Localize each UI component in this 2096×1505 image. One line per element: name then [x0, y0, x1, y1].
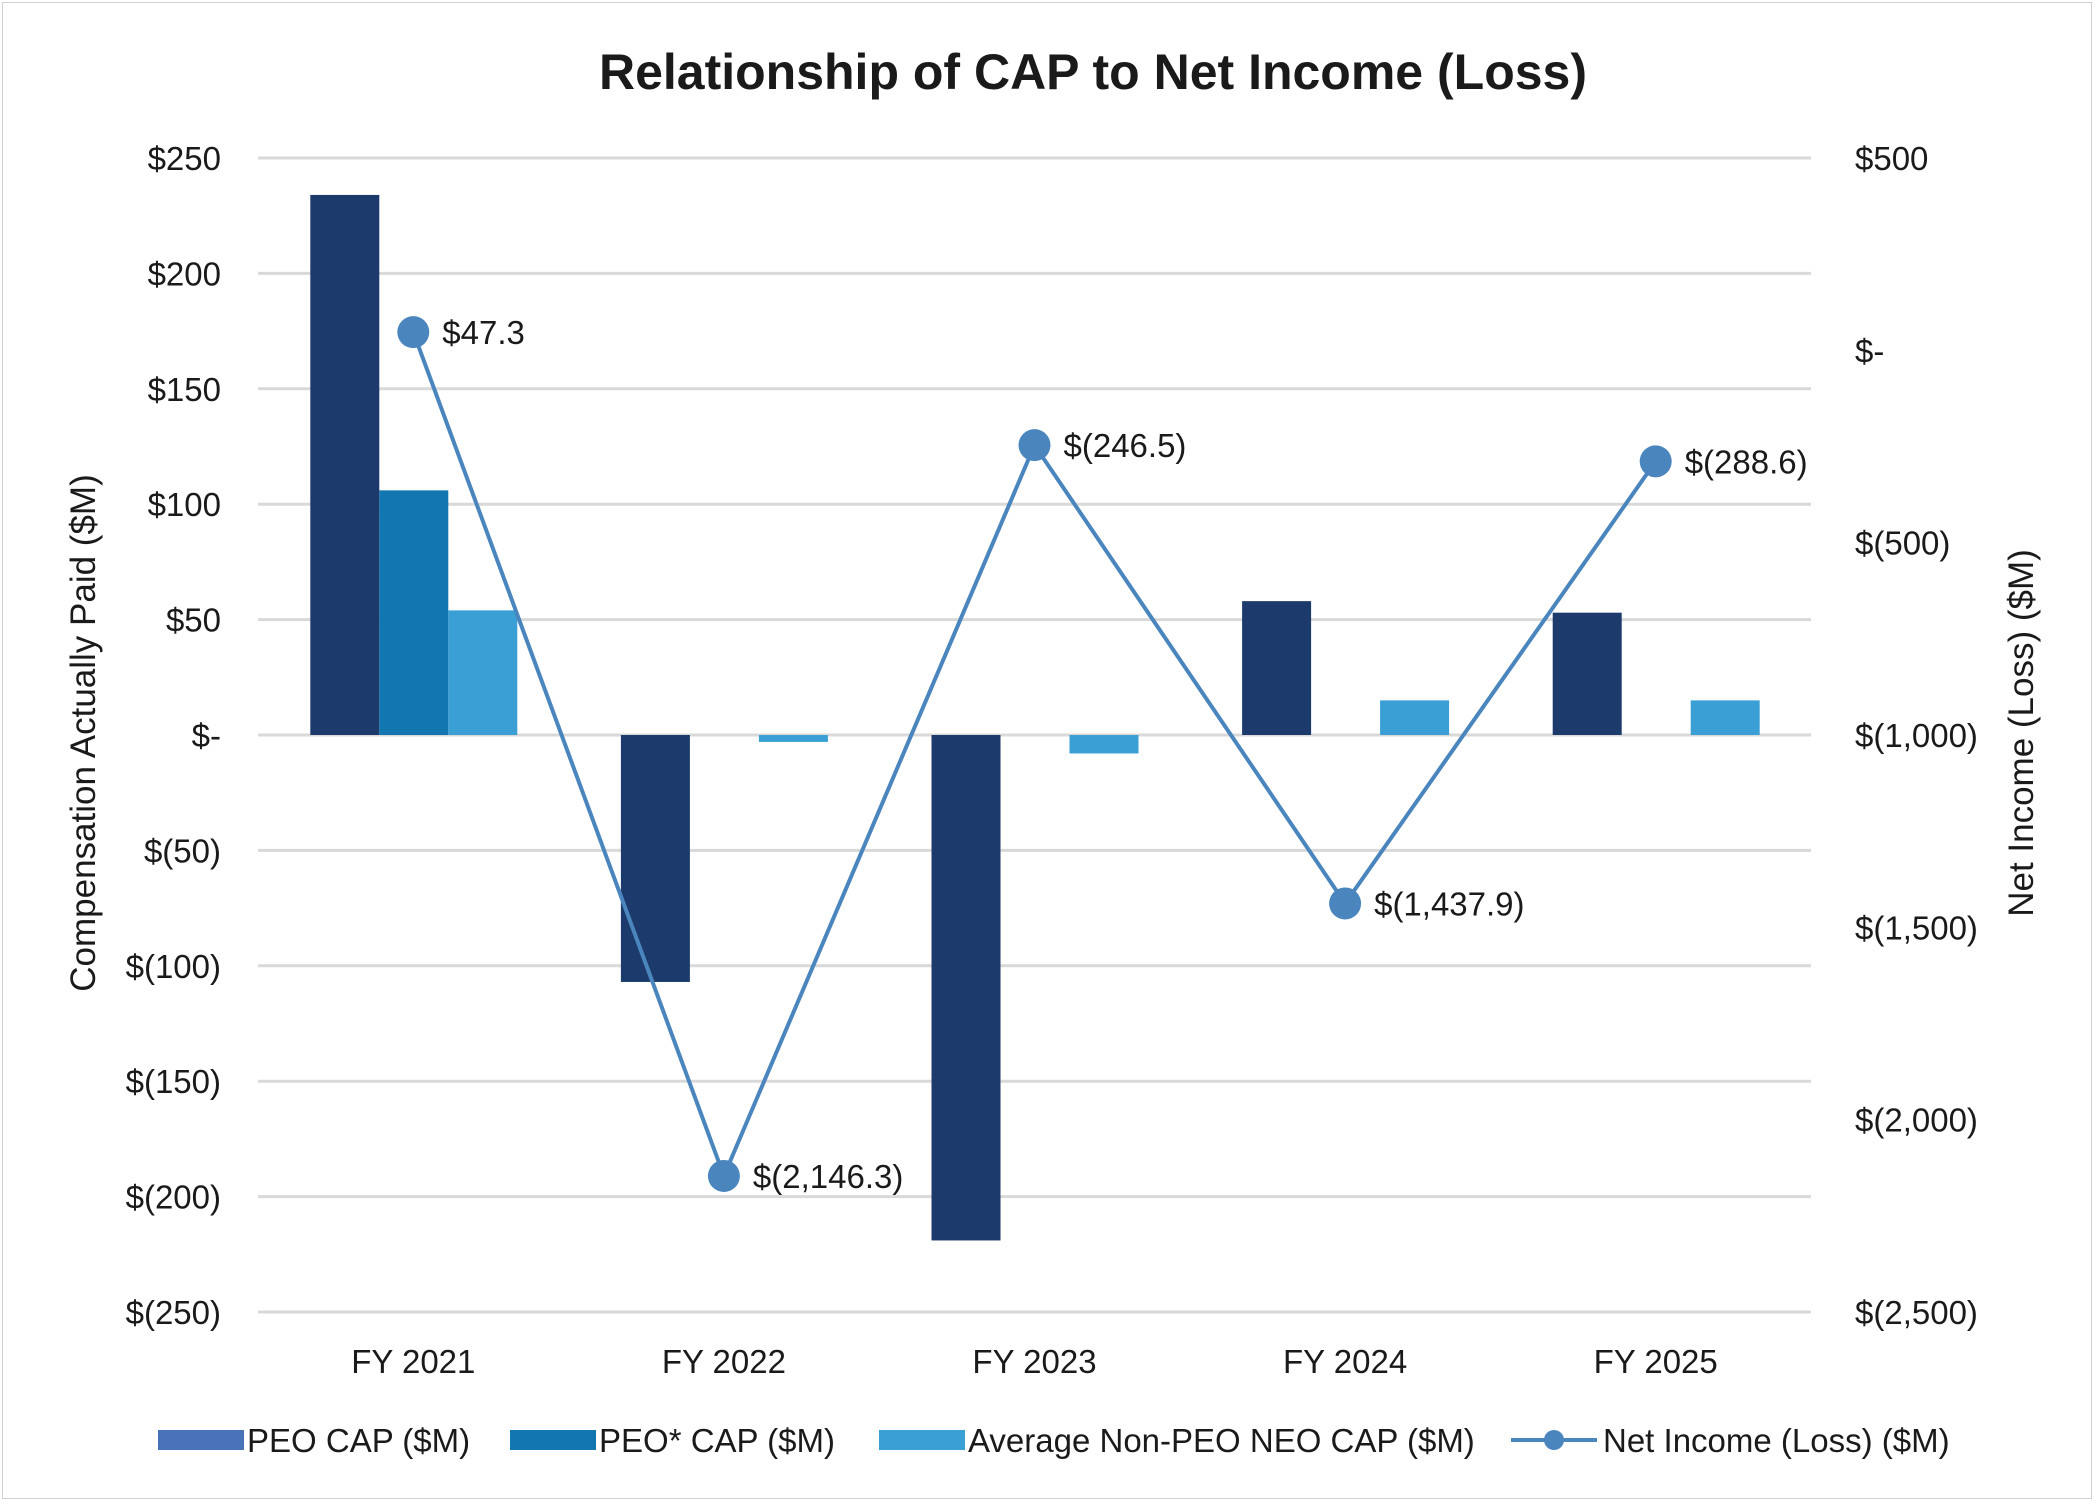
legend-swatch	[158, 1430, 244, 1450]
legend-label: Net Income (Loss) ($M)	[1603, 1422, 1950, 1459]
net-income-data-label: $(288.6)	[1685, 443, 1808, 480]
net-income-data-label: $(246.5)	[1064, 427, 1187, 464]
right-axis-tick-label: $(500)	[1855, 525, 1950, 562]
bars	[310, 194, 1760, 1241]
bar	[379, 490, 449, 735]
net-income-marker	[1329, 887, 1362, 920]
bar	[1552, 612, 1622, 735]
net-income-marker	[397, 316, 430, 349]
category-label: FY 2025	[1594, 1343, 1718, 1380]
legend-swatch	[879, 1430, 965, 1450]
right-axis-title: Net Income (Loss) ($M)	[2002, 549, 2041, 917]
category-axis-ticks: FY 2021 FY 2022 FY 2023 FY 2024 FY 2025	[351, 1343, 1718, 1380]
legend-label: Average Non-PEO NEO CAP ($M)	[968, 1422, 1475, 1459]
net-income-marker	[707, 1159, 740, 1192]
net-income-data-label: $(2,146.3)	[753, 1158, 903, 1195]
bar	[448, 610, 518, 735]
bar	[310, 194, 380, 736]
legend-label: PEO* CAP ($M)	[599, 1422, 835, 1459]
left-axis-tick-label: $(150)	[126, 1063, 221, 1100]
left-axis-ticks: $250 $200 $150 $100 $50 $- $(50) $(100) $(150) $(…	[126, 140, 221, 1331]
right-axis-tick-label: $500	[1855, 140, 1928, 177]
net-income-line	[397, 316, 1672, 1192]
net-income-data-label: $47.3	[442, 314, 525, 351]
left-axis-tick-label: $50	[166, 602, 221, 639]
bar	[620, 735, 690, 982]
right-axis-tick-label: $(1,000)	[1855, 717, 1978, 754]
left-axis-tick-label: $-	[192, 717, 221, 754]
category-label: FY 2022	[662, 1343, 786, 1380]
bar	[1242, 601, 1312, 735]
data-labels: $47.3 $(2,146.3) $(246.5) $(1,437.9) $(288.6…	[442, 314, 1807, 1195]
right-axis-ticks: $500 $- $(500) $(1,000) $(1,500) $(2,000) $(2,…	[1855, 140, 1978, 1331]
chart-title: Relationship of CAP to Net Income (Loss)	[599, 44, 1587, 100]
left-axis-title: Compensation Actually Paid ($M)	[64, 474, 103, 991]
left-axis-tick-label: $(50)	[144, 832, 221, 869]
bar	[1069, 735, 1139, 754]
category-label: FY 2021	[351, 1343, 475, 1380]
left-axis-tick-label: $150	[148, 371, 221, 408]
legend-marker	[1544, 1430, 1564, 1450]
left-axis-tick-label: $250	[148, 140, 221, 177]
legend: PEO CAP ($M) PEO* CAP ($M) Average Non-PEO…	[158, 1422, 1950, 1459]
right-axis-tick-label: $(2,500)	[1855, 1294, 1978, 1331]
category-label: FY 2023	[972, 1343, 1096, 1380]
legend-label: PEO CAP ($M)	[247, 1422, 470, 1459]
left-axis-tick-label: $(100)	[126, 948, 221, 985]
category-label: FY 2024	[1283, 1343, 1407, 1380]
right-axis-tick-label: $-	[1855, 332, 1884, 369]
right-axis-tick-label: $(1,500)	[1855, 909, 1978, 946]
left-axis-tick-label: $(250)	[126, 1294, 221, 1331]
left-axis-tick-label: $(200)	[126, 1179, 221, 1216]
legend-swatch	[510, 1430, 596, 1450]
left-axis-tick-label: $200	[148, 255, 221, 292]
left-axis-tick-label: $100	[148, 486, 221, 523]
net-income-marker	[1018, 429, 1051, 462]
right-axis-tick-label: $(2,000)	[1855, 1102, 1978, 1139]
chart: Relationship of CAP to Net Income (Loss)…	[64, 44, 2041, 1459]
net-income-marker	[1639, 445, 1672, 478]
bar	[758, 735, 828, 742]
bar	[931, 735, 1001, 1241]
bar	[1380, 700, 1450, 735]
bar	[1690, 700, 1760, 735]
net-income-data-label: $(1,437.9)	[1374, 885, 1524, 922]
